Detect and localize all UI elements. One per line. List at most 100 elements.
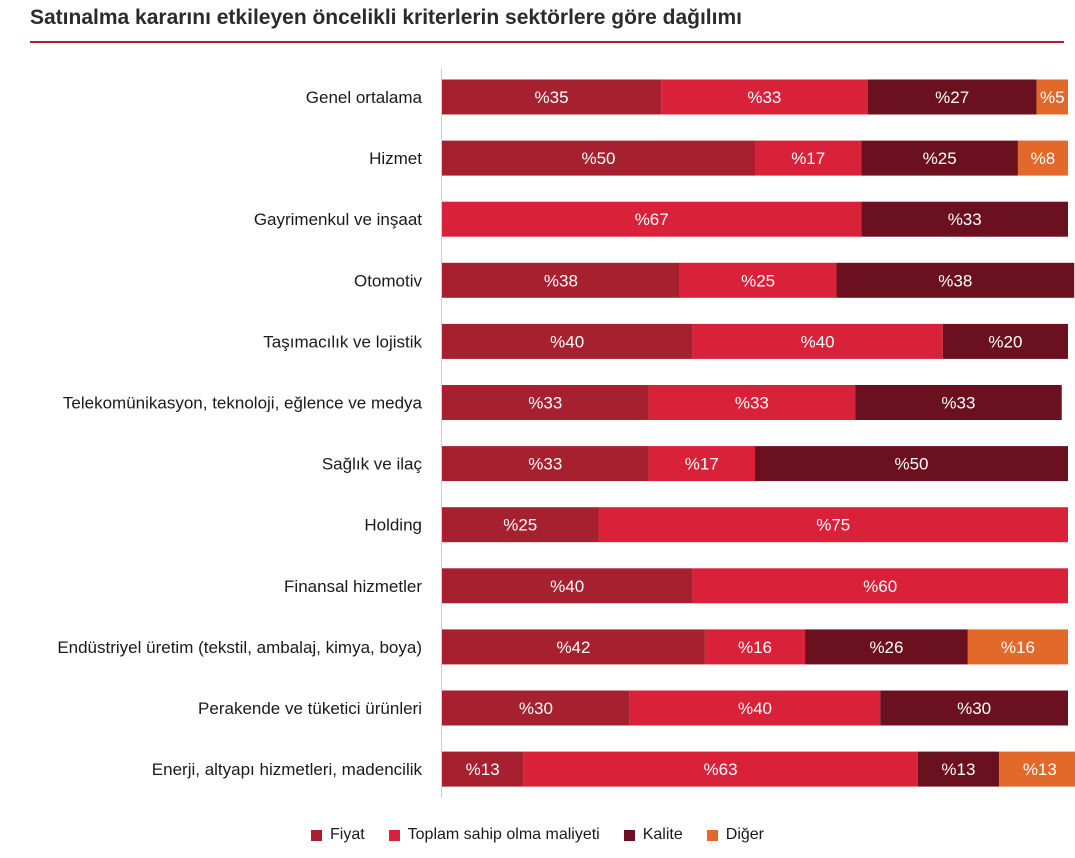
category-label: Hizmet	[369, 149, 422, 168]
data-label: %8	[1031, 149, 1056, 168]
legend-item-fiyat: Fiyat	[310, 826, 365, 844]
data-label: %30	[519, 699, 553, 718]
data-label: %40	[550, 332, 584, 351]
legend-label: Toplam sahip olma maliyeti	[407, 826, 600, 843]
data-label: %40	[801, 332, 835, 351]
data-label: %5	[1040, 88, 1065, 107]
legend-item-kalite: Kalite	[623, 826, 683, 844]
data-label: %42	[556, 638, 590, 657]
category-label: Telekomünikasyon, teknoloji, eğlence ve …	[63, 394, 423, 413]
category-label: Otomotiv	[354, 271, 423, 290]
chart-title: Satınalma kararını etkileyen öncelikli k…	[30, 6, 742, 29]
data-label: %20	[988, 332, 1022, 351]
bar-kalite	[805, 629, 968, 665]
data-label: %27	[935, 88, 969, 107]
legend: Fiyat Toplam sahip olma maliyeti Kalite Diğ…	[0, 826, 1075, 846]
bar-toplam-sahip-olma-maliyeti	[629, 690, 881, 726]
data-label: %35	[535, 88, 569, 107]
bar-diger	[999, 751, 1075, 787]
data-label: %13	[466, 760, 500, 779]
bar-kalite	[855, 385, 1062, 420]
title-underline	[30, 41, 1064, 43]
bar-toplam-sahip-olma-maliyeti	[442, 201, 862, 237]
bar-fiyat	[442, 385, 649, 420]
data-label: %33	[941, 394, 975, 413]
bar-diger	[1036, 79, 1068, 115]
data-label: %25	[741, 271, 775, 290]
data-label: %25	[503, 516, 537, 535]
data-label: %17	[791, 149, 825, 168]
data-label: %16	[1001, 638, 1035, 657]
data-label: %33	[747, 88, 781, 107]
bar-kalite	[942, 323, 1068, 359]
stacked-bar-chart: Genel ortalama %35 %33 %27 %5 Hizmet %50 %17 %25…	[57, 68, 1075, 798]
bar-toplam-sahip-olma-maliyeti	[755, 140, 862, 176]
bar-kalite	[836, 262, 1075, 298]
data-label: %33	[735, 394, 769, 413]
bar-fiyat	[442, 690, 630, 726]
bar-toplam-sahip-olma-maliyeti	[598, 507, 1068, 543]
data-label: %50	[581, 149, 615, 168]
category-label: Enerji, altyapı hizmetleri, madencilik	[152, 760, 423, 779]
bar-fiyat	[442, 79, 662, 115]
bar-fiyat	[442, 507, 599, 543]
bar-toplam-sahip-olma-maliyeti	[661, 79, 868, 115]
data-label: %63	[704, 760, 738, 779]
data-label: %30	[957, 699, 991, 718]
bar-kalite	[917, 751, 1000, 787]
bar-kalite	[861, 201, 1068, 237]
legend-label: Kalite	[642, 826, 683, 843]
data-label: %16	[738, 638, 772, 657]
bar-diger	[1017, 140, 1068, 176]
bar-toplam-sahip-olma-maliyeti	[692, 568, 1068, 604]
bar-fiyat	[442, 323, 693, 359]
data-label: %13	[941, 760, 975, 779]
data-label: %33	[528, 455, 562, 474]
data-label: %17	[685, 455, 719, 474]
bar-fiyat	[442, 262, 680, 298]
bar-fiyat	[442, 568, 693, 604]
legend-label: Fiyat	[329, 826, 365, 843]
data-label: %38	[938, 271, 972, 290]
bar-fiyat	[442, 629, 705, 665]
bar-toplam-sahip-olma-maliyeti	[692, 323, 943, 359]
data-label: %40	[550, 577, 584, 596]
bar-diger	[967, 629, 1068, 665]
data-label: %40	[738, 699, 772, 718]
category-label: Perakende ve tüketici ürünleri	[198, 699, 422, 718]
data-label: %33	[528, 394, 562, 413]
data-label: %25	[923, 149, 957, 168]
category-label: Genel ortalama	[306, 88, 423, 107]
bar-toplam-sahip-olma-maliyeti	[648, 385, 856, 420]
bar-kalite	[755, 446, 1068, 482]
bar-fiyat	[442, 446, 649, 482]
category-label: Finansal hizmetler	[284, 577, 422, 596]
data-label: %33	[948, 210, 982, 229]
category-label: Holding	[364, 516, 422, 535]
legend-swatch	[388, 829, 400, 841]
category-label: Endüstriyel üretim (tekstil, ambalaj, ki…	[57, 638, 422, 657]
bar-kalite	[861, 140, 1018, 176]
category-label: Sağlık ve ilaç	[322, 455, 423, 474]
data-label: %13	[1023, 760, 1057, 779]
bar-kalite	[867, 79, 1037, 115]
legend-item-diger: Diğer	[706, 826, 764, 844]
data-label: %67	[635, 210, 669, 229]
bar-fiyat	[442, 140, 755, 176]
legend-swatch	[310, 829, 322, 841]
data-label: %50	[894, 455, 928, 474]
data-label: %75	[816, 516, 850, 535]
category-label: Gayrimenkul ve inşaat	[254, 210, 422, 229]
bar-toplam-sahip-olma-maliyeti	[704, 629, 806, 665]
legend-swatch	[706, 829, 718, 841]
bar-toplam-sahip-olma-maliyeti	[523, 751, 918, 787]
legend-swatch	[623, 829, 635, 841]
bar-toplam-sahip-olma-maliyeti	[679, 262, 837, 298]
bar-fiyat	[442, 751, 524, 787]
category-label: Taşımacılık ve lojistik	[263, 332, 422, 351]
data-label: %60	[863, 577, 897, 596]
legend-item-toplam-sahip-olma-maliyeti: Toplam sahip olma maliyeti	[388, 826, 600, 844]
bar-kalite	[880, 690, 1068, 726]
data-label: %38	[544, 271, 578, 290]
legend-label: Diğer	[725, 826, 764, 843]
